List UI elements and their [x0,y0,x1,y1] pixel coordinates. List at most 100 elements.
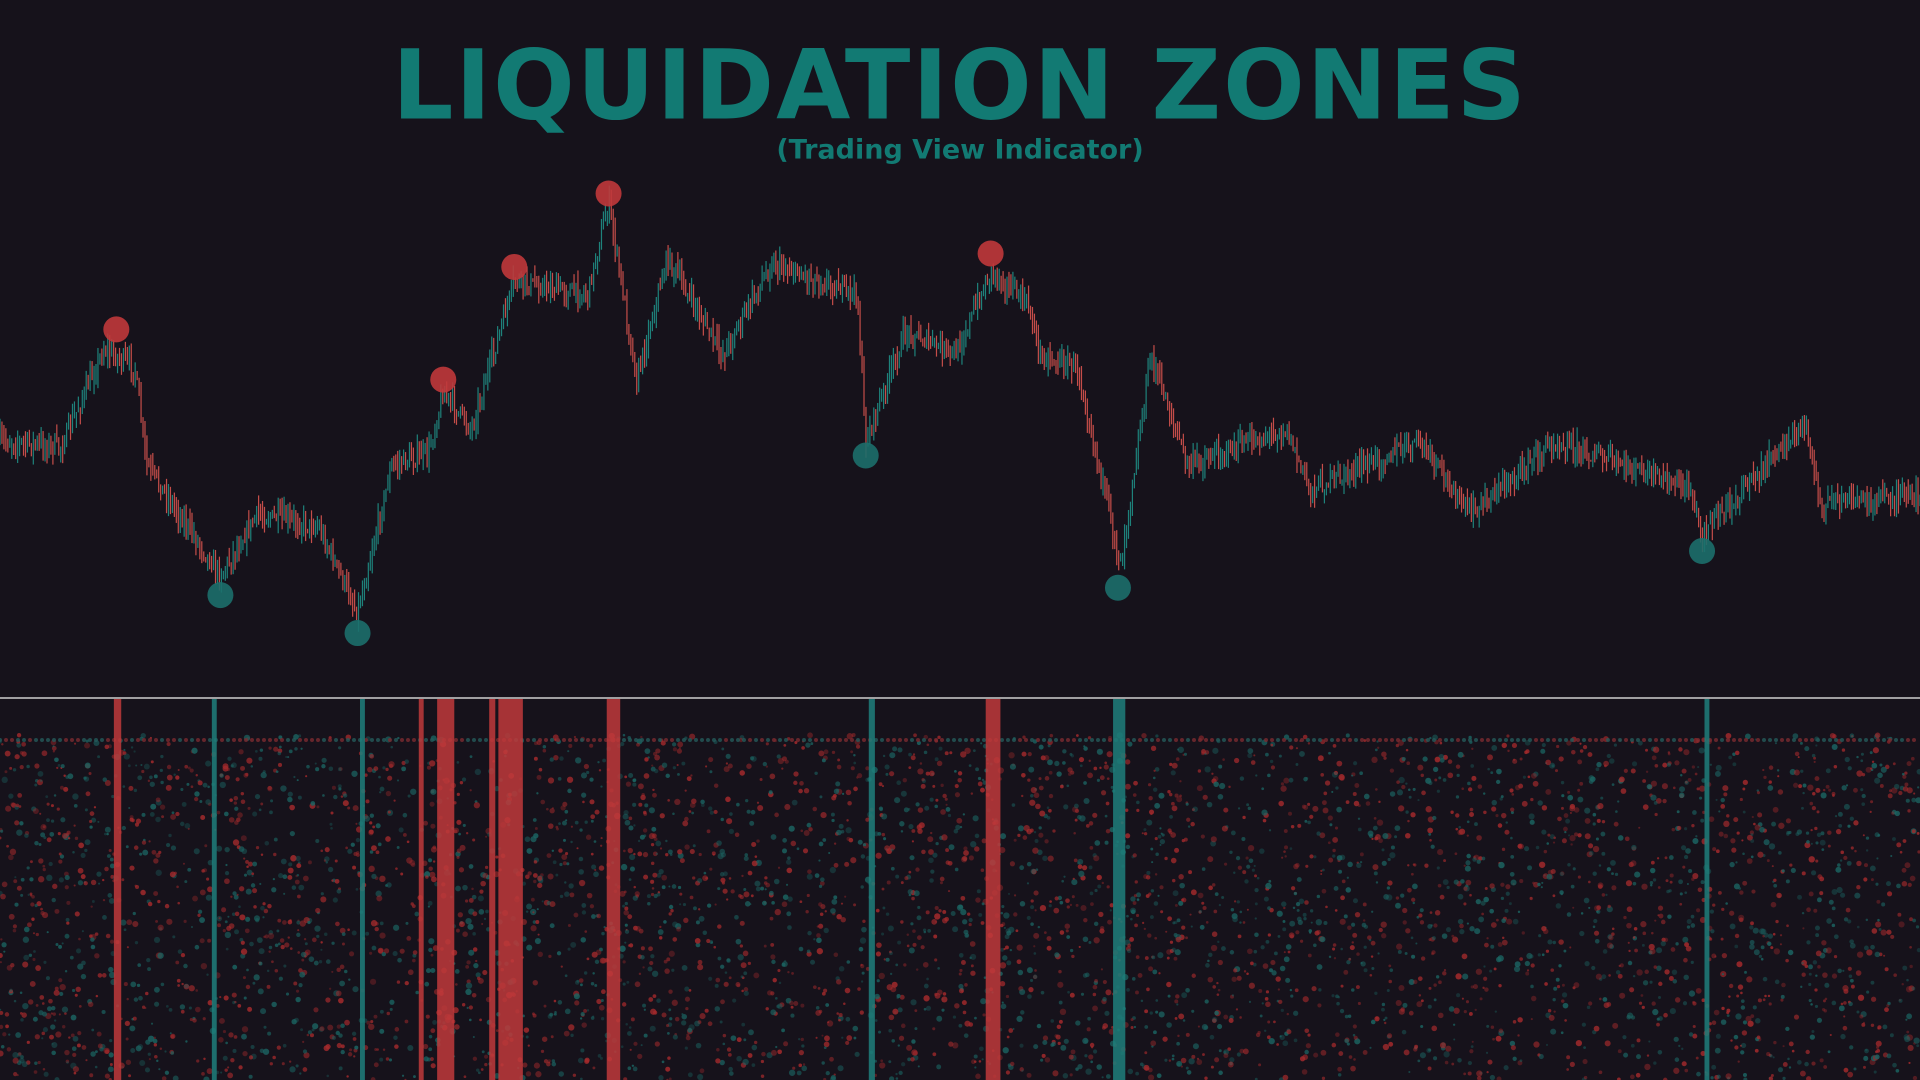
heat-dot [141,812,146,817]
heat-dot [382,766,386,770]
heat-dot [133,845,139,850]
heat-dot [232,839,240,846]
heat-dot [883,837,887,841]
heat-dot [1553,1010,1556,1013]
heat-dot [252,888,258,894]
heat-dot [1843,1067,1849,1073]
heat-dot [1654,763,1659,768]
heat-dot [1158,972,1161,975]
heat-dot [1671,827,1676,832]
heat-dot [104,744,110,750]
heat-dot [219,781,226,789]
heat-dot [728,976,732,980]
heat-dot [1335,994,1339,999]
heat-dot [743,887,747,891]
heat-dot [1886,891,1893,897]
heat-dot [600,998,604,1003]
heat-dot [760,886,765,891]
heat-dot [1692,873,1699,880]
heat-dot [970,841,977,848]
heat-dot [1223,1051,1227,1054]
heat-dot [108,1052,114,1058]
heat-dot [1234,757,1240,764]
heat-dot [1856,770,1863,777]
heat-dot [1498,861,1505,869]
heat-dot [1270,960,1276,966]
heat-dot [341,942,345,946]
heat-dot [1104,1010,1110,1016]
heat-dot [1831,744,1838,750]
heat-dot [88,772,92,776]
heat-dot [1218,764,1223,769]
heat-dot [670,909,674,913]
heat-dot [819,881,825,886]
heat-dot [1901,867,1907,873]
heat-dot [560,965,563,968]
heat-dot [108,849,112,853]
heat-dot [1033,1044,1039,1050]
heat-dot [1107,919,1112,925]
heat-dot [664,968,670,974]
heat-dot [17,1052,22,1057]
heat-dot [1336,855,1343,861]
heat-dot [177,984,180,987]
heat-dot [1847,824,1851,828]
heat-dot [981,1058,984,1061]
heat-dot [193,848,200,855]
heat-dot [1904,862,1911,869]
heat-dot [1681,768,1687,774]
heat-dot [1354,783,1360,788]
heat-dot [169,1032,172,1035]
heat-dot [1856,755,1859,759]
heat-dot [1780,998,1784,1002]
heat-dot [581,903,587,908]
heat-dot [104,866,109,872]
heat-dot [1034,839,1039,843]
heat-dot [1202,794,1208,800]
heat-dot [960,895,966,901]
heat-dot [1836,886,1843,894]
heat-dot [108,898,115,904]
heat-dot [347,1052,353,1057]
heat-dot [853,786,858,792]
heat-dot [1418,994,1422,997]
heat-dot [1154,936,1158,940]
heat-dot [1825,768,1831,774]
heat-dot [1066,935,1071,939]
heat-dot [559,756,564,761]
heat-dot [553,999,557,1003]
heat-dot [1457,751,1464,758]
heat-dot [650,954,655,959]
heat-dot [1875,1040,1882,1047]
heat-dot [64,1012,67,1015]
heat-dot [1560,1031,1564,1035]
heat-dot [129,817,134,822]
heat-dot [1510,854,1515,859]
heat-dot [525,1035,529,1039]
heat-dot [1130,1018,1134,1022]
heat-dot [1767,994,1771,998]
heat-dot [818,841,824,847]
heat-dot [1068,772,1072,776]
heat-dot [1206,801,1213,808]
heat-dot [250,883,256,888]
heat-dot [397,957,402,963]
heat-dot [1356,952,1360,956]
heat-dot [524,836,531,843]
heat-dot [20,1055,24,1059]
heat-dot [1169,949,1174,954]
heat-dot [741,976,745,980]
heat-dot [1856,951,1864,958]
heat-dot [345,846,348,850]
heat-dot [1129,937,1135,942]
heat-dot [1638,1001,1643,1005]
heat-dot [283,964,287,968]
heat-dot [414,911,420,917]
heat-dot [1859,1014,1864,1019]
heat-dot [650,1008,657,1015]
heat-dot [128,785,134,791]
heat-dot [245,772,249,777]
heat-dot [1642,804,1649,810]
heat-dot [197,913,201,917]
heat-dot [652,851,658,857]
